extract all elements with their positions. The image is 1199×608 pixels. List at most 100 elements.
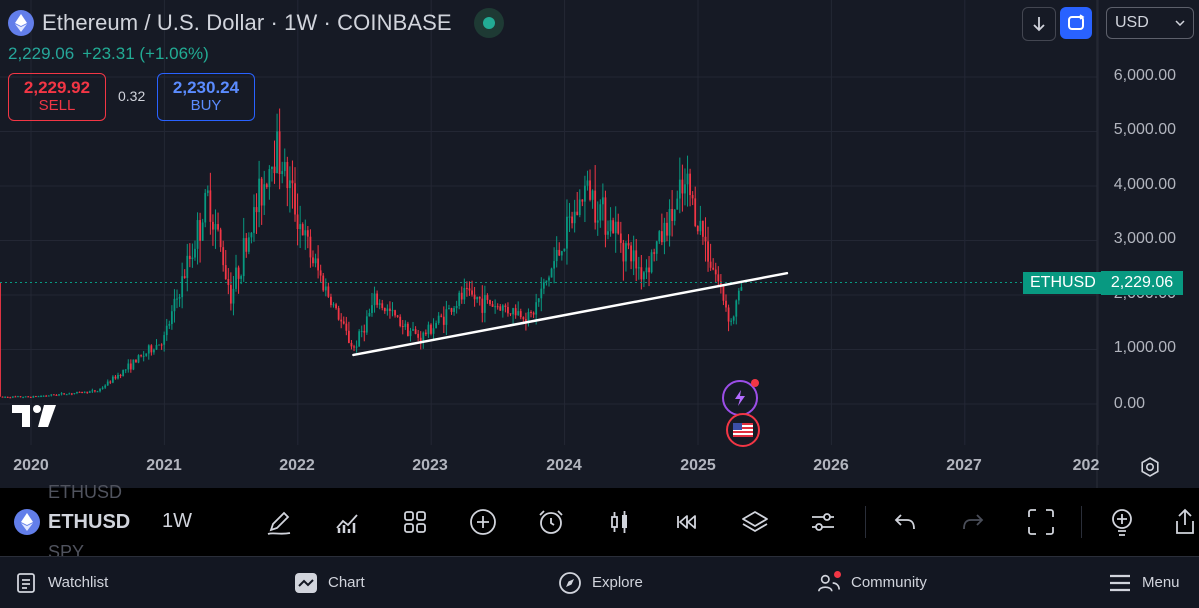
candle-body	[206, 190, 209, 193]
candle-body	[204, 192, 207, 223]
candle-body	[450, 308, 453, 312]
candle-body	[558, 249, 561, 256]
time-axis-label: 2024	[546, 457, 582, 474]
candle-body	[383, 308, 386, 312]
candle-body	[101, 387, 104, 389]
candle-body	[283, 162, 286, 172]
candle-body	[589, 180, 591, 200]
symbol-selector[interactable]: ETHUSD	[14, 488, 130, 556]
candle-body	[704, 236, 707, 242]
price-chart[interactable]	[0, 0, 1199, 488]
candle-body	[17, 396, 19, 398]
candle-body	[473, 294, 476, 300]
indicators-icon[interactable]	[330, 505, 364, 539]
candle-body	[55, 394, 58, 396]
candle-body	[555, 249, 558, 262]
ai-insight-icon[interactable]	[722, 379, 759, 416]
price-axis-label: 0.00	[1113, 395, 1145, 412]
candle-body	[409, 330, 412, 337]
candle-body	[545, 280, 548, 283]
time-axis-label: 202	[1072, 457, 1100, 474]
candle-body	[312, 257, 314, 264]
candle-body	[637, 267, 640, 269]
alarm-icon[interactable]	[534, 505, 568, 539]
fullscreen-icon[interactable]	[1024, 505, 1058, 539]
nav-watchlist[interactable]: Watchlist	[14, 557, 108, 608]
candle-body	[291, 180, 294, 184]
candle-body	[466, 287, 468, 289]
candle-body	[360, 330, 363, 332]
candle-body	[363, 330, 366, 333]
candle-body	[468, 288, 471, 291]
redo-icon[interactable]	[956, 505, 990, 539]
candle-body	[630, 245, 632, 262]
tradingview-logo	[12, 405, 58, 432]
nav-explore[interactable]: Explore	[558, 557, 643, 608]
us-flag-icon[interactable]	[726, 413, 760, 447]
nav-community[interactable]: Community	[817, 557, 927, 608]
candle-body	[194, 248, 196, 258]
candle-body	[371, 305, 373, 313]
candle-body	[612, 220, 615, 234]
candle-body	[717, 274, 720, 282]
settings-icon[interactable]	[1139, 456, 1161, 483]
candle-body	[237, 267, 240, 279]
layers-icon[interactable]	[738, 505, 772, 539]
ethereum-icon	[8, 10, 34, 36]
nav-menu[interactable]: Menu	[1108, 557, 1180, 608]
candle-body	[478, 296, 481, 299]
candle-style-icon[interactable]	[602, 505, 636, 539]
candle-body	[445, 309, 448, 325]
candle-body	[0, 282, 1, 397]
nav-chart[interactable]: Chart	[294, 557, 365, 608]
layout-grid-icon[interactable]	[398, 505, 432, 539]
candle-body	[111, 376, 114, 383]
candle-body	[76, 391, 78, 394]
time-axis-label: 2023	[412, 457, 448, 474]
time-axis-label: 2021	[146, 457, 182, 474]
candle-body	[678, 179, 681, 199]
candle-body	[96, 391, 99, 393]
candle-body	[712, 267, 715, 270]
replay-icon[interactable]	[670, 505, 704, 539]
candle-body	[489, 300, 491, 305]
candle-body	[332, 304, 335, 306]
candle-body	[519, 311, 522, 318]
sell-button[interactable]: 2,229.92 SELL	[8, 73, 106, 121]
candle-body	[696, 225, 699, 232]
candle-body	[476, 296, 479, 300]
interval-selector[interactable]: 1W	[162, 510, 192, 532]
drawing-tools-icon[interactable]	[262, 505, 296, 539]
market-status-icon[interactable]	[473, 8, 504, 38]
candle-body	[322, 275, 325, 291]
buy-price: 2,230.24	[172, 78, 240, 97]
download-icon[interactable]	[1022, 7, 1056, 41]
candle-body	[424, 332, 427, 335]
symbol-tag: ETHUSD	[1023, 272, 1103, 294]
chart-settings-icon[interactable]	[806, 505, 840, 539]
sync-icon[interactable]	[1060, 7, 1092, 39]
currency-select[interactable]: USD	[1106, 7, 1194, 39]
candle-body	[263, 184, 266, 206]
price-change: +23.31 (+1.06%)	[82, 44, 209, 63]
share-icon[interactable]	[1168, 505, 1199, 539]
candle-body	[319, 270, 322, 276]
trendline[interactable]	[352, 271, 789, 357]
candle-body	[142, 355, 145, 357]
add-icon[interactable]	[466, 505, 500, 539]
candle-body	[199, 220, 201, 241]
buy-label: BUY	[190, 97, 222, 114]
candle-body	[527, 312, 530, 323]
candle-body	[702, 220, 704, 237]
candle-body	[594, 190, 597, 223]
candle-body	[160, 344, 163, 346]
undo-icon[interactable]	[888, 505, 922, 539]
community-icon	[817, 570, 841, 595]
ideas-icon[interactable]	[1105, 505, 1139, 539]
candle-body	[52, 394, 55, 396]
candle-body	[78, 391, 81, 393]
buy-button[interactable]: 2,230.24 BUY	[157, 73, 255, 121]
chart-area[interactable]: Ethereum / U.S. Dollar · 1W · COINBASE 2…	[0, 0, 1199, 488]
candle-body	[345, 323, 348, 331]
candle-body	[253, 207, 255, 233]
